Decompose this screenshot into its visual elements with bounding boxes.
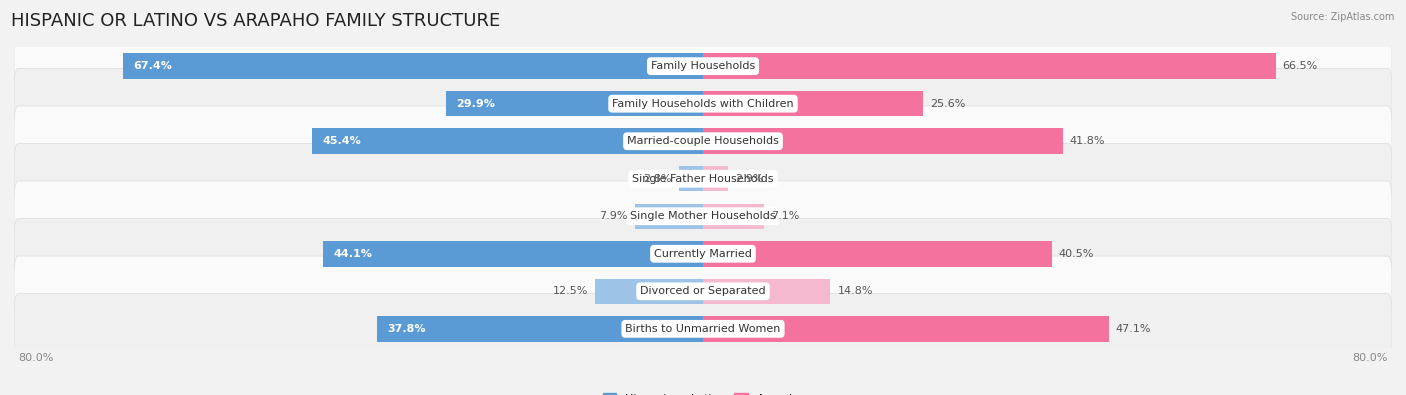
Text: 2.9%: 2.9% [735, 174, 763, 184]
Text: 67.4%: 67.4% [134, 61, 172, 71]
Text: Single Mother Households: Single Mother Households [630, 211, 776, 221]
Bar [703, 53, 1275, 79]
FancyBboxPatch shape [14, 218, 1392, 289]
Bar [703, 316, 1108, 342]
FancyBboxPatch shape [14, 68, 1392, 139]
Text: 2.8%: 2.8% [644, 174, 672, 184]
Text: 7.1%: 7.1% [770, 211, 800, 221]
Bar [595, 278, 703, 304]
Bar [703, 278, 831, 304]
Text: 40.5%: 40.5% [1059, 249, 1094, 259]
FancyBboxPatch shape [14, 256, 1392, 327]
Bar [446, 91, 703, 117]
FancyBboxPatch shape [14, 31, 1392, 102]
Bar [703, 128, 1063, 154]
Text: 80.0%: 80.0% [18, 353, 53, 363]
Text: 45.4%: 45.4% [322, 136, 361, 146]
Text: 29.9%: 29.9% [456, 99, 495, 109]
Legend: Hispanic or Latino, Arapaho: Hispanic or Latino, Arapaho [599, 389, 807, 395]
Text: Divorced or Separated: Divorced or Separated [640, 286, 766, 296]
Bar [377, 316, 703, 342]
FancyBboxPatch shape [14, 143, 1392, 214]
Text: Married-couple Households: Married-couple Households [627, 136, 779, 146]
Text: 12.5%: 12.5% [553, 286, 589, 296]
Bar [703, 91, 924, 117]
Text: Currently Married: Currently Married [654, 249, 752, 259]
Bar [122, 53, 703, 79]
Text: 47.1%: 47.1% [1115, 324, 1152, 334]
Text: 7.9%: 7.9% [599, 211, 628, 221]
Text: Single Father Households: Single Father Households [633, 174, 773, 184]
Text: 41.8%: 41.8% [1070, 136, 1105, 146]
Bar [703, 166, 728, 192]
Text: Family Households with Children: Family Households with Children [612, 99, 794, 109]
Bar [323, 241, 703, 267]
Text: 66.5%: 66.5% [1282, 61, 1317, 71]
Text: Family Households: Family Households [651, 61, 755, 71]
Text: Births to Unmarried Women: Births to Unmarried Women [626, 324, 780, 334]
Text: 25.6%: 25.6% [931, 99, 966, 109]
Bar [703, 241, 1052, 267]
Bar [703, 203, 763, 229]
Bar [679, 166, 703, 192]
Bar [312, 128, 703, 154]
Bar [636, 203, 703, 229]
FancyBboxPatch shape [14, 106, 1392, 177]
Text: HISPANIC OR LATINO VS ARAPAHO FAMILY STRUCTURE: HISPANIC OR LATINO VS ARAPAHO FAMILY STR… [11, 12, 501, 30]
Text: 37.8%: 37.8% [388, 324, 426, 334]
Text: Source: ZipAtlas.com: Source: ZipAtlas.com [1291, 12, 1395, 22]
Text: 80.0%: 80.0% [1353, 353, 1388, 363]
Text: 44.1%: 44.1% [333, 249, 373, 259]
Text: 14.8%: 14.8% [838, 286, 873, 296]
FancyBboxPatch shape [14, 181, 1392, 252]
FancyBboxPatch shape [14, 293, 1392, 364]
